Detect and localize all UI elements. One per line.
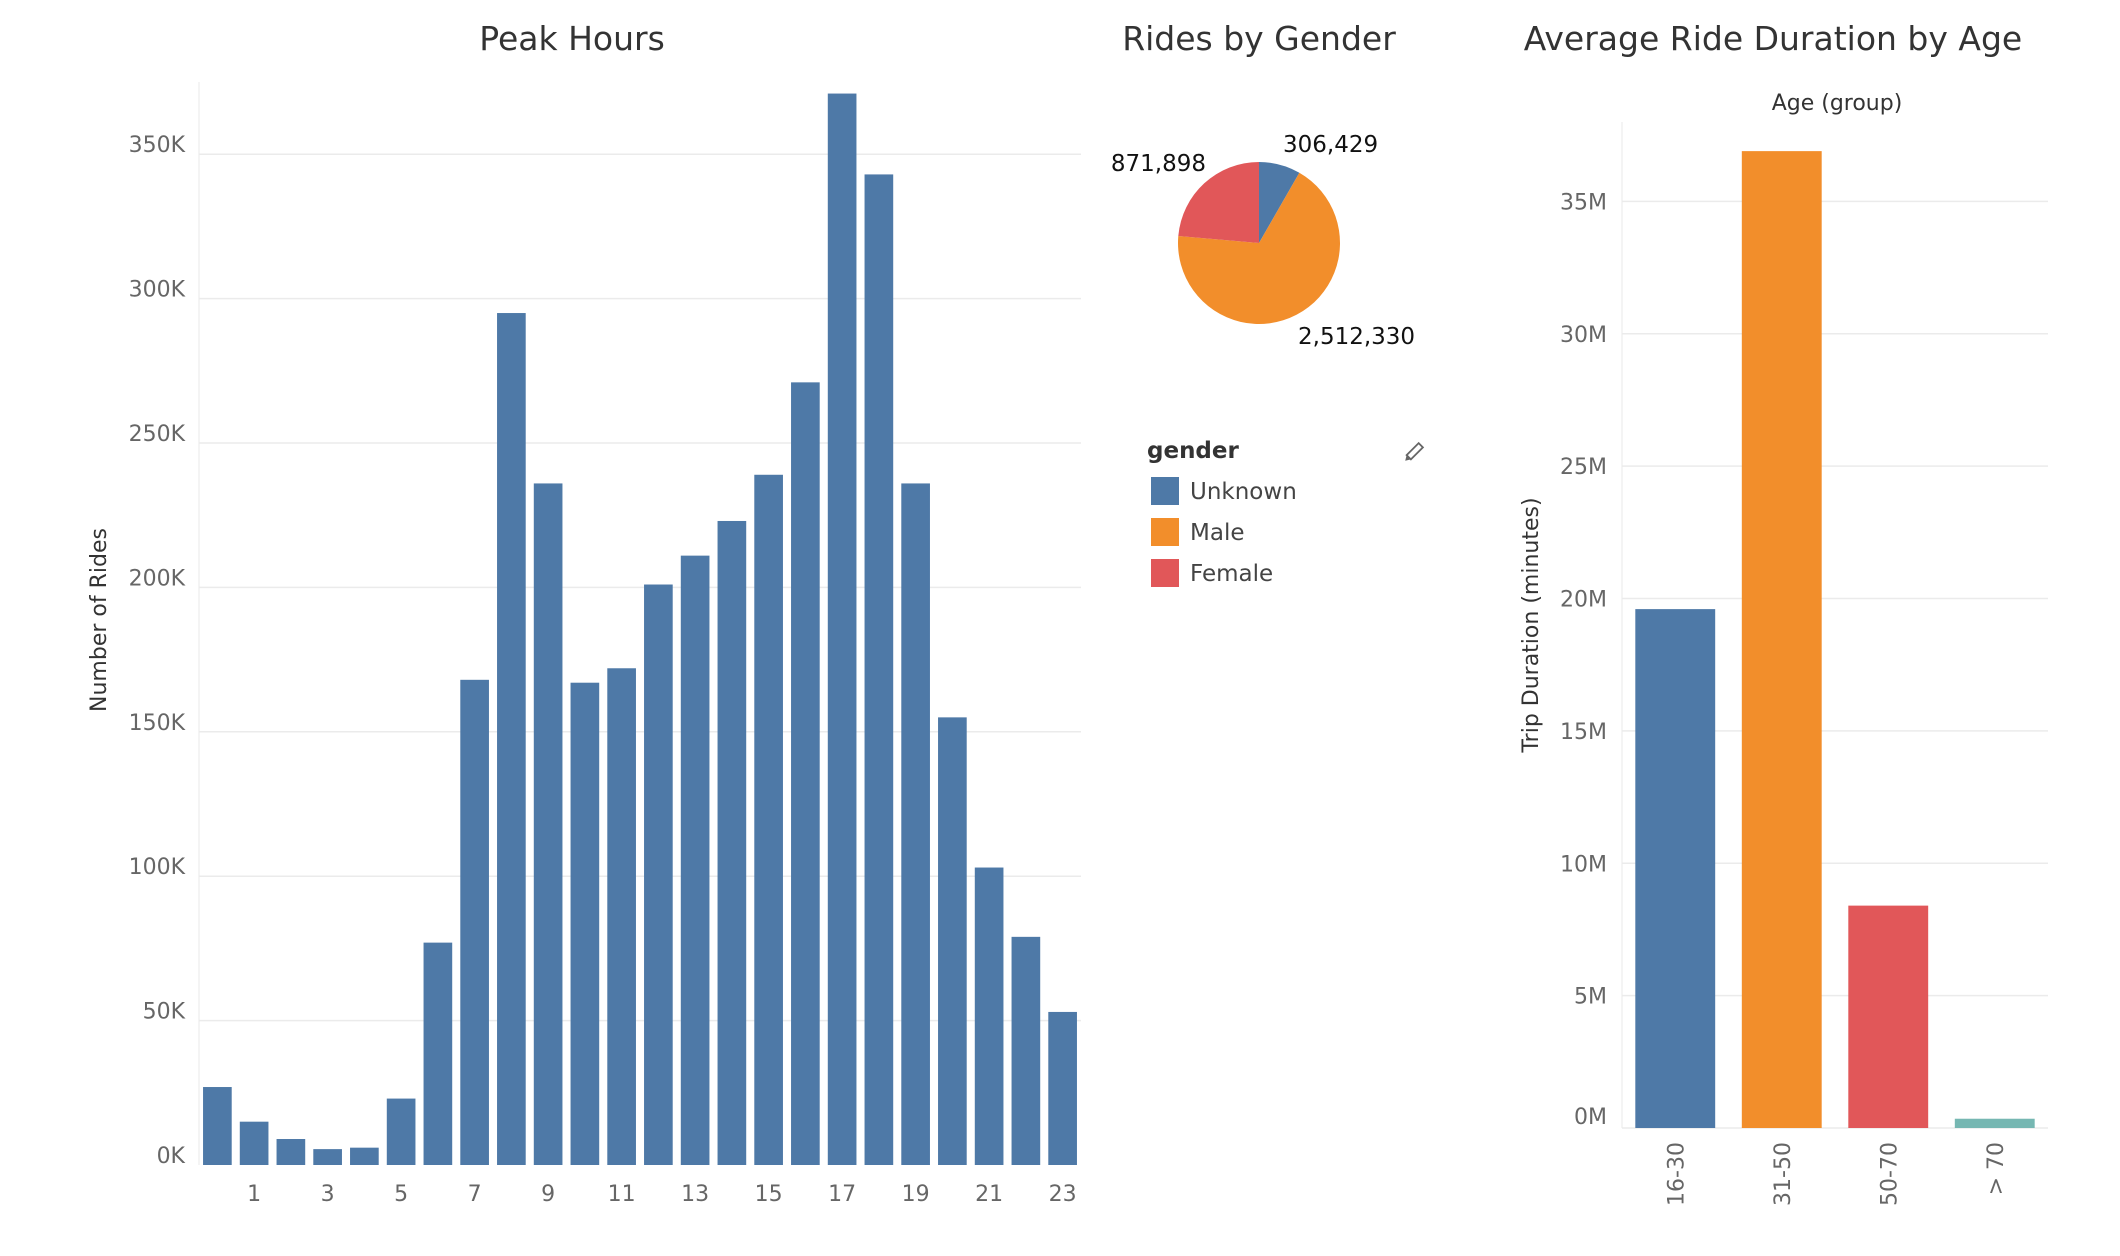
x-tick-label: 9 — [541, 1182, 555, 1207]
pie-value-label: 871,898 — [1111, 151, 1206, 177]
x-tick-label: 15 — [755, 1182, 783, 1207]
legend-label-male[interactable]: Male — [1190, 520, 1244, 546]
hour-bar-14[interactable] — [717, 520, 747, 1165]
hour-bar-7[interactable] — [460, 679, 489, 1165]
hour-bar-2[interactable] — [276, 1139, 306, 1165]
x-tick-label: 21 — [975, 1182, 1003, 1207]
y-tick-label: 15M — [1560, 720, 1607, 745]
pie-slice-male[interactable] — [1178, 172, 1340, 324]
peak-hours-y-axis-label: Number of Rides — [87, 528, 112, 712]
x-tick-label: 13 — [681, 1182, 709, 1207]
hour-bar-0[interactable] — [203, 1087, 232, 1165]
peak-hours-gridlines — [199, 153, 1081, 1022]
y-tick-label: 25M — [1560, 455, 1607, 480]
legend-swatch-female[interactable] — [1151, 559, 1179, 587]
hour-bar-16[interactable] — [791, 382, 820, 1165]
peak-hours-y-ticks: 0K 50K 100K 150K 200K 250K 300K 350K — [129, 133, 186, 1169]
x-tick-label: 11 — [608, 1182, 636, 1207]
x-tick-label: 17 — [828, 1182, 856, 1207]
y-tick-label: 50K — [143, 1000, 186, 1025]
hour-bar-10[interactable] — [570, 682, 600, 1165]
ride-duration-bars — [1635, 151, 2035, 1129]
gender-legend-title: gender — [1147, 438, 1240, 464]
gender-pie[interactable] — [1178, 162, 1340, 324]
pie-value-label: 306,429 — [1283, 132, 1378, 158]
y-tick-label: 350K — [129, 133, 186, 158]
y-tick-label: 300K — [129, 278, 186, 303]
hour-bar-6[interactable] — [423, 942, 453, 1165]
hour-bar-19[interactable] — [901, 483, 930, 1165]
gender-legend: gender Unknown Male Female — [1147, 438, 1297, 587]
y-tick-label: 0K — [157, 1144, 186, 1169]
rides-by-gender-title: Rides by Gender — [1122, 19, 1396, 58]
hour-bar-5[interactable] — [386, 1098, 416, 1165]
x-tick-label: 50-70 — [1877, 1142, 1902, 1206]
x-tick-label: 5 — [394, 1182, 408, 1207]
hour-bar-17[interactable] — [827, 93, 857, 1165]
y-tick-label: 0M — [1574, 1105, 1607, 1130]
legend-swatch-unknown[interactable] — [1151, 477, 1179, 505]
peak-hours-bars — [203, 93, 1077, 1165]
y-tick-label: 250K — [129, 422, 186, 447]
legend-label-female[interactable]: Female — [1190, 561, 1273, 587]
y-tick-label: 10M — [1560, 852, 1607, 877]
hour-bar-23[interactable] — [1048, 1011, 1077, 1165]
x-tick-label: 19 — [902, 1182, 930, 1207]
age-bar-4[interactable] — [1954, 1118, 2035, 1128]
legend-label-unknown[interactable]: Unknown — [1190, 479, 1297, 505]
hour-bar-21[interactable] — [974, 867, 1004, 1165]
y-tick-label: 200K — [129, 566, 186, 591]
x-tick-label: 31-50 — [1771, 1142, 1796, 1206]
peak-hours-title: Peak Hours — [479, 19, 665, 58]
ride-duration-by-age-chart: Average Ride Duration by Age Age (group)… — [1519, 19, 2048, 1206]
hour-bar-4[interactable] — [350, 1147, 379, 1165]
age-bar-2[interactable] — [1741, 151, 1822, 1129]
x-tick-label: > 70 — [1984, 1142, 2009, 1195]
y-tick-label: 150K — [129, 711, 186, 736]
peak-hours-x-ticks: 1 3 5 7 9 11 13 15 17 19 21 23 — [247, 1182, 1077, 1207]
hour-bar-15[interactable] — [754, 474, 783, 1165]
rides-by-gender-chart: Rides by Gender 306,4292,512,330871,898 … — [1111, 19, 1425, 587]
hour-bar-12[interactable] — [644, 584, 673, 1165]
age-group-header: Age (group) — [1772, 91, 1903, 116]
age-bar-3[interactable] — [1848, 905, 1929, 1128]
peak-hours-chart: Peak Hours 0K50K100K150K200K250K300K350K… — [87, 19, 1081, 1207]
hour-bar-18[interactable] — [864, 174, 894, 1165]
x-tick-label: 1 — [247, 1182, 261, 1207]
age-bar-1[interactable] — [1635, 609, 1716, 1128]
y-tick-label: 35M — [1560, 190, 1607, 215]
pie-value-label: 2,512,330 — [1298, 324, 1415, 350]
y-tick-label: 20M — [1560, 588, 1607, 613]
ride-duration-y-ticks: 0M 5M 10M 15M 20M 25M 30M 35M — [1560, 190, 1607, 1130]
y-tick-label: 30M — [1560, 323, 1607, 348]
ride-duration-x-ticks: 16-30 31-50 50-70 > 70 — [1664, 1142, 2009, 1206]
ride-duration-y-axis-label: Trip Duration (minutes) — [1519, 497, 1544, 753]
legend-swatch-male[interactable] — [1151, 518, 1179, 546]
y-tick-label: 5M — [1574, 985, 1607, 1010]
ride-duration-title: Average Ride Duration by Age — [1524, 19, 2022, 58]
hour-bar-3[interactable] — [313, 1149, 342, 1165]
pie-slice-unknown[interactable] — [1259, 162, 1300, 243]
hour-bar-9[interactable] — [533, 483, 563, 1165]
x-tick-label: 7 — [468, 1182, 482, 1207]
pie-slice-female[interactable] — [1178, 162, 1259, 243]
x-tick-label: 3 — [321, 1182, 335, 1207]
hour-bar-11[interactable] — [607, 668, 636, 1165]
x-tick-label: 16-30 — [1664, 1142, 1689, 1206]
y-tick-label: 100K — [129, 855, 186, 880]
hour-bar-13[interactable] — [680, 555, 710, 1165]
hour-bar-20[interactable] — [938, 717, 967, 1165]
edit-pencil-icon[interactable] — [1403, 441, 1425, 463]
hour-bar-22[interactable] — [1011, 936, 1041, 1165]
hour-bar-8[interactable] — [497, 313, 526, 1165]
hour-bar-1[interactable] — [239, 1121, 269, 1165]
gender-pie-labels: 306,429 2,512,330 871,898 — [1111, 132, 1415, 350]
x-tick-label: 23 — [1049, 1182, 1077, 1207]
